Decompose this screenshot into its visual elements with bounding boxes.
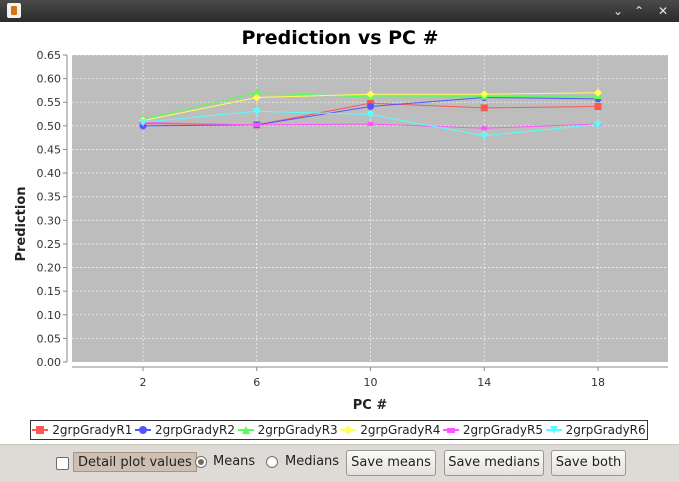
chart-panel: Prediction vs PC # 0.00 0.05 0.10 0.15 0.20 0… bbox=[0, 22, 679, 444]
legend-label: 2grpGradyR6 bbox=[565, 423, 646, 437]
y-tick-label: 0.05 bbox=[37, 332, 62, 345]
y-tick-label: 0.30 bbox=[37, 214, 62, 227]
prediction-chart: Prediction vs PC # 0.000.050.100.150.200… bbox=[14, 27, 668, 413]
series-2grpGradyR4 bbox=[139, 88, 602, 125]
x-ticks: 2 6 10 14 18 bbox=[140, 367, 605, 389]
minimize-icon[interactable]: ⌄ bbox=[612, 4, 624, 18]
x-tick-label: 14 bbox=[477, 376, 491, 389]
series-2grpGradyR6 bbox=[139, 108, 602, 141]
y-tick-label: 0.45 bbox=[37, 143, 62, 156]
y-tick-label: 0.40 bbox=[37, 167, 62, 180]
save-medians-button[interactable]: Save medians bbox=[444, 450, 544, 476]
save-means-button[interactable]: Save means bbox=[346, 450, 436, 476]
y-tick-label: 0.25 bbox=[37, 238, 62, 251]
legend-label: 2grpGradyR2 bbox=[154, 423, 236, 437]
y-ticks: 0.00 0.05 0.10 0.15 0.20 0.25 0.30 0.35 0.40 0.45… bbox=[37, 49, 67, 369]
legend-swatch bbox=[134, 425, 151, 435]
data-point-2grpGradyR2 bbox=[367, 102, 374, 110]
x-tick-label: 10 bbox=[364, 376, 378, 389]
x-axis-label: PC # bbox=[353, 398, 388, 413]
close-icon[interactable]: ✕ bbox=[657, 4, 669, 18]
y-tick-label: 0.15 bbox=[37, 285, 62, 298]
x-tick-label: 6 bbox=[253, 376, 260, 389]
x-tick-label: 2 bbox=[140, 376, 147, 389]
legend-label: 2grpGradyR3 bbox=[257, 423, 338, 437]
data-point-2grpGradyR4 bbox=[252, 93, 261, 102]
y-tick-label: 0.35 bbox=[37, 191, 62, 204]
series-lines bbox=[139, 88, 602, 141]
data-point-2grpGradyR4 bbox=[480, 90, 489, 99]
legend-swatch bbox=[545, 425, 562, 435]
detail-plot-label[interactable]: Detail plot values bbox=[73, 452, 197, 472]
data-point-2grpGradyR6 bbox=[252, 108, 261, 116]
data-point-2grpGradyR1 bbox=[594, 102, 602, 110]
chart-title: Prediction vs PC # bbox=[241, 27, 438, 49]
legend-label: 2grpGradyR5 bbox=[462, 423, 543, 437]
legend-swatch bbox=[442, 425, 459, 435]
y-tick-label: 0.00 bbox=[37, 356, 62, 369]
data-point-2grpGradyR3 bbox=[252, 88, 261, 96]
control-bar: Detail plot values Means Medians Save me… bbox=[0, 444, 679, 482]
data-point-2grpGradyR4 bbox=[366, 90, 375, 99]
y-tick-label: 0.55 bbox=[37, 96, 62, 109]
java-cup-icon bbox=[7, 3, 21, 18]
y-tick-label: 0.10 bbox=[37, 309, 62, 322]
legend-swatch bbox=[32, 425, 49, 435]
y-axis-label: Prediction bbox=[14, 186, 29, 261]
legend-item-2grpGradyR6: 2grpGradyR6 bbox=[545, 423, 646, 437]
legend-label: 2grpGradyR1 bbox=[52, 423, 133, 437]
detail-plot-checkbox[interactable] bbox=[56, 457, 69, 470]
legend-item-2grpGradyR5: 2grpGradyR5 bbox=[442, 423, 543, 437]
legend-swatch bbox=[237, 425, 254, 435]
x-tick-label: 18 bbox=[591, 376, 605, 389]
data-point-2grpGradyR6 bbox=[480, 132, 489, 141]
save-both-button[interactable]: Save both bbox=[551, 450, 626, 476]
data-point-2grpGradyR5 bbox=[253, 122, 260, 127]
legend-label: 2grpGradyR4 bbox=[360, 423, 441, 437]
legend-item-2grpGradyR1: 2grpGradyR1 bbox=[32, 423, 132, 437]
legend-item-2grpGradyR4: 2grpGradyR4 bbox=[340, 423, 440, 437]
y-tick-label: 0.50 bbox=[37, 120, 62, 133]
chart-legend: 2grpGradyR1 2grpGradyR2 2grpGradyR3 2grpGra… bbox=[30, 420, 648, 440]
data-point-2grpGradyR6 bbox=[594, 121, 602, 129]
medians-radio[interactable] bbox=[266, 456, 278, 468]
data-point-2grpGradyR6 bbox=[139, 119, 147, 127]
means-radio[interactable] bbox=[195, 456, 207, 468]
medians-label: Medians bbox=[285, 454, 340, 469]
data-point-2grpGradyR1 bbox=[480, 104, 488, 112]
y-tick-label: 0.60 bbox=[37, 73, 62, 86]
legend-item-2grpGradyR2: 2grpGradyR2 bbox=[134, 423, 236, 437]
y-tick-label: 0.65 bbox=[37, 49, 62, 62]
window-titlebar: ⌄ ⌃ ✕ bbox=[0, 0, 679, 22]
data-point-2grpGradyR5 bbox=[367, 121, 374, 126]
data-point-2grpGradyR5 bbox=[481, 126, 488, 131]
maximize-icon[interactable]: ⌃ bbox=[633, 4, 645, 18]
legend-item-2grpGradyR3: 2grpGradyR3 bbox=[237, 423, 338, 437]
data-point-2grpGradyR4 bbox=[594, 88, 602, 97]
legend-swatch bbox=[340, 425, 357, 435]
y-tick-label: 0.20 bbox=[37, 262, 62, 275]
means-label: Means bbox=[213, 454, 256, 469]
data-point-2grpGradyR6 bbox=[366, 111, 375, 120]
